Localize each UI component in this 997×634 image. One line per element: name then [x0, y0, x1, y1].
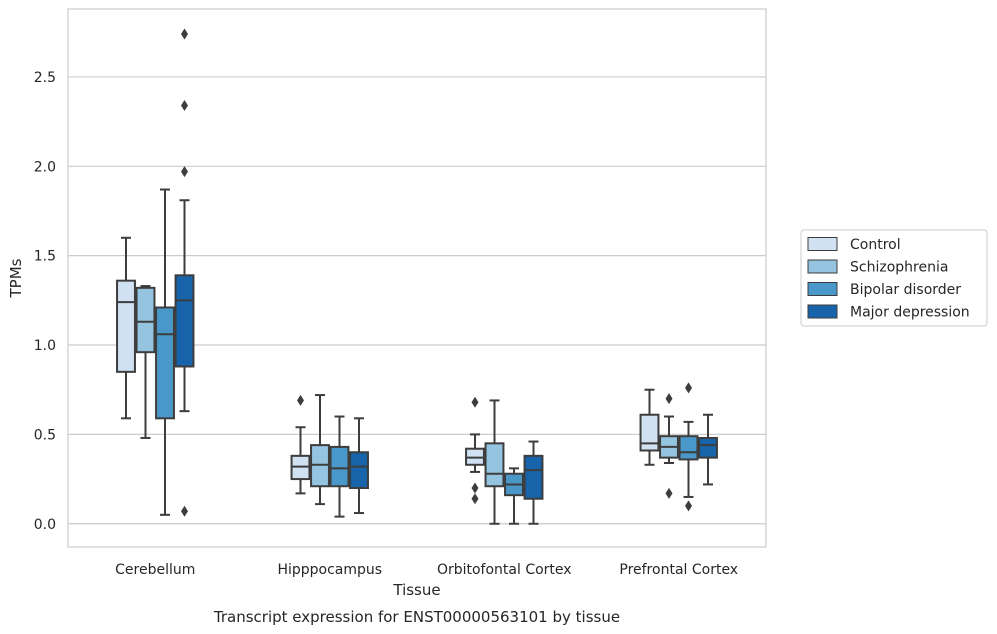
box-body — [155, 306, 175, 420]
legend-label: Major depression — [850, 305, 970, 321]
box-body — [678, 435, 699, 461]
box-body — [639, 413, 660, 452]
box-schizophrenia — [659, 393, 679, 499]
outlier-point — [471, 493, 479, 505]
outlier-point — [181, 28, 188, 40]
outlier-point — [297, 394, 304, 406]
x-tick-labels: Cerebellum Hipppocampus Orbitofontal Corte… — [115, 562, 738, 578]
y-tick-label: 0.5 — [34, 427, 56, 443]
box-groups — [116, 28, 718, 525]
outlier-point — [181, 100, 188, 112]
box-control — [290, 394, 311, 495]
box-body — [349, 451, 369, 490]
box-major-depression — [698, 413, 718, 486]
legend-frame — [800, 229, 988, 327]
box-major-depression — [174, 28, 195, 517]
plot-area — [68, 9, 766, 547]
outlier-point — [685, 382, 692, 394]
box-schizophrenia — [484, 399, 505, 525]
box-body — [116, 279, 136, 373]
box-bipolar-disorder — [504, 467, 524, 525]
legend-swatch — [807, 282, 838, 296]
y-axis-title: TPMs — [7, 258, 25, 298]
x-tick-label: Cerebellum — [115, 562, 195, 578]
legend-label: Control — [850, 237, 901, 253]
y-tick-label: 1.5 — [34, 249, 56, 265]
box-bipolar-disorder — [329, 415, 350, 518]
box-body — [698, 436, 718, 459]
box-major-depression — [349, 417, 369, 515]
box-schizophrenia — [135, 285, 156, 439]
legend-label: Schizophrenia — [850, 260, 948, 276]
box-schizophrenia — [310, 394, 330, 506]
y-tick-label: 2.5 — [34, 70, 56, 86]
legend-swatch — [807, 259, 838, 274]
x-tick-label: Orbitofontal Cortex — [437, 562, 572, 578]
chart-caption: Transcript expression for ENST0000056310… — [213, 608, 620, 626]
box-control — [465, 396, 485, 505]
plot-frame — [67, 8, 767, 548]
outlier-point — [665, 487, 673, 499]
legend-swatch — [807, 237, 838, 251]
y-tick-label: 0.0 — [34, 517, 56, 533]
outlier-point — [665, 393, 673, 405]
y-tick-label: 1.0 — [34, 338, 56, 354]
box-body — [135, 286, 156, 354]
y-tick-labels: 0.0 0.5 1.0 1.5 2.0 2.5 — [34, 70, 56, 533]
box-bipolar-disorder — [678, 382, 699, 512]
outlier-point — [471, 482, 479, 494]
box-control — [116, 236, 136, 420]
outlier-point — [471, 396, 479, 408]
box-body — [174, 274, 195, 368]
x-tick-label: Prefrontal Cortex — [619, 562, 738, 578]
outlier-point — [181, 505, 188, 517]
box-control — [639, 388, 660, 466]
box-body — [523, 454, 544, 500]
legend-label: Bipolar disorder — [850, 282, 961, 298]
outlier-point — [685, 500, 692, 512]
legend: Control Schizophrenia Bipolar disorder Majo… — [800, 229, 988, 327]
box-bipolar-disorder — [155, 188, 175, 516]
y-tick-label: 2.0 — [34, 159, 56, 175]
box-major-depression — [523, 440, 544, 525]
x-axis-title: Tissue — [392, 581, 440, 599]
box-body — [329, 445, 350, 488]
outlier-point — [181, 166, 188, 178]
legend-swatch — [807, 304, 838, 319]
box-body — [484, 442, 505, 488]
x-tick-label: Hipppocampus — [277, 562, 382, 578]
